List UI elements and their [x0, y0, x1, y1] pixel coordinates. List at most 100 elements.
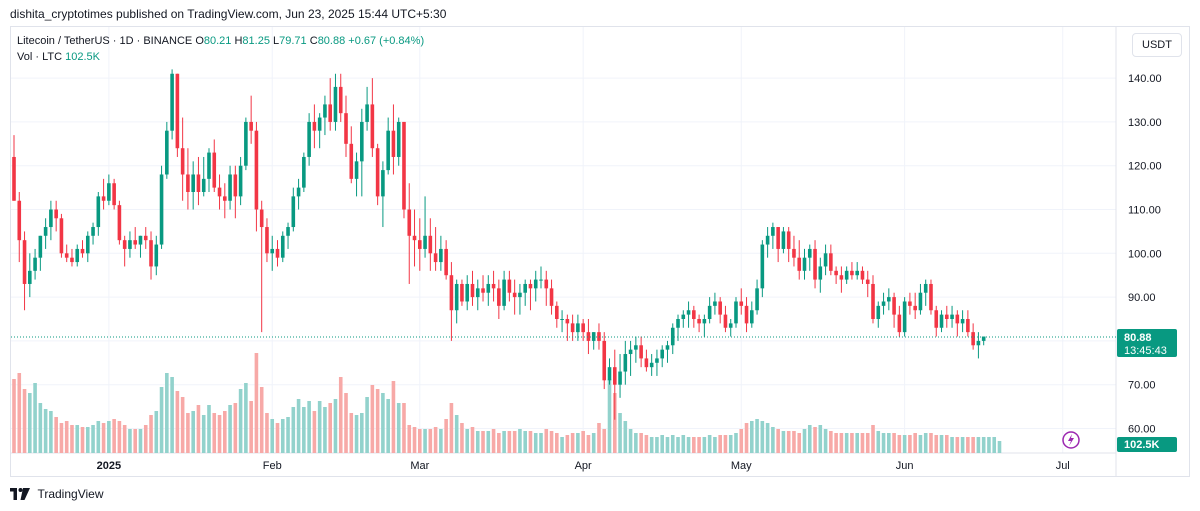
chart-panel[interactable]: 60.0070.0080.0090.00100.00110.00120.0013… — [10, 26, 1190, 477]
volume-bar — [133, 429, 138, 453]
volume-bar — [728, 435, 733, 453]
volume-bar — [623, 421, 628, 453]
volume-bar — [829, 431, 833, 453]
volume-bar — [270, 419, 275, 453]
legend-symbol[interactable]: Litecoin / TetherUS · 1D · BINANCE — [17, 35, 193, 47]
volume-bar — [871, 425, 875, 453]
volume-bar — [644, 435, 649, 453]
legend-open-label: O — [195, 35, 204, 47]
candle-body — [739, 301, 744, 306]
candle-body — [634, 345, 638, 350]
candle-body — [607, 367, 612, 381]
y-tick-label: 130.00 — [1128, 117, 1162, 129]
candle-body — [934, 310, 939, 328]
volume-bar — [402, 403, 406, 453]
candle-body — [12, 156, 16, 201]
volume-bar — [449, 403, 454, 453]
volume-bar — [739, 429, 744, 453]
candle-body — [902, 301, 907, 333]
candle-body — [333, 86, 338, 122]
volume-bar — [612, 393, 617, 453]
candle-body — [96, 196, 101, 228]
candle-body — [560, 319, 564, 320]
volume-badge — [1117, 437, 1177, 452]
volume-bar — [417, 429, 422, 453]
candle-body — [797, 257, 802, 271]
candle-body — [433, 253, 438, 263]
volume-bar — [676, 437, 680, 453]
volume-bar — [96, 421, 101, 453]
candle-body — [149, 240, 153, 267]
candle-body — [486, 283, 491, 293]
candle-body — [908, 301, 912, 306]
volume-bar — [180, 397, 185, 453]
candle-body — [54, 209, 58, 219]
volume-bar — [12, 379, 16, 453]
volume-bar — [275, 423, 280, 453]
volume-bar — [291, 407, 296, 453]
candle-body — [491, 283, 496, 289]
volume-bar — [85, 427, 90, 453]
candle-body — [786, 231, 791, 249]
candle-body — [771, 227, 775, 236]
candle-body — [976, 340, 981, 346]
tradingview-brand[interactable]: TradingView — [37, 486, 104, 501]
volume-bar — [212, 413, 217, 453]
candle-body — [275, 248, 280, 258]
volume-bar — [855, 433, 859, 453]
volume-bar — [502, 431, 506, 453]
volume-bar — [776, 429, 780, 453]
candle-body — [586, 332, 591, 341]
candle-body — [966, 319, 970, 333]
volume-bar — [497, 433, 501, 453]
volume-bar — [59, 423, 64, 453]
volume-bar — [328, 403, 332, 453]
candle-body — [70, 257, 74, 263]
volume-bar — [834, 433, 838, 453]
candle-body — [523, 283, 527, 293]
volume-bar — [122, 425, 127, 453]
volume-bar — [976, 437, 981, 453]
candle-body — [512, 292, 517, 298]
candle-body — [107, 183, 111, 201]
candle-body — [117, 205, 122, 241]
candle-body — [860, 270, 865, 280]
candle-body — [776, 227, 780, 249]
candle-body — [154, 244, 159, 267]
legend-volume-label[interactable]: Vol · LTC — [17, 51, 63, 63]
tradingview-logo-icon[interactable] — [10, 487, 30, 500]
volume-bar — [734, 433, 738, 453]
volume-bar — [702, 437, 707, 453]
y-tick-label: 60.00 — [1128, 423, 1156, 435]
volume-bar — [333, 399, 338, 453]
candle-body — [549, 288, 554, 306]
candlestick-chart[interactable]: 60.0070.0080.0090.00100.00110.00120.0013… — [11, 27, 1190, 477]
legend-high: 81.25 — [242, 35, 270, 47]
candle-body — [707, 305, 712, 319]
volume-bar — [792, 431, 796, 453]
candle-body — [465, 283, 470, 302]
candle-body — [929, 283, 933, 311]
candle-body — [555, 305, 559, 319]
volume-bar — [555, 433, 559, 453]
volume-bar — [159, 387, 164, 453]
candle-body — [165, 130, 169, 175]
candle-body — [238, 165, 243, 197]
volume-bar — [428, 429, 433, 453]
volume-bar — [818, 425, 823, 453]
candle-body — [91, 227, 95, 236]
candle-body — [818, 266, 823, 280]
legend-close: 80.88 — [317, 35, 346, 47]
candle-body — [386, 130, 390, 171]
candle-body — [64, 253, 69, 258]
candle-body — [349, 143, 354, 179]
volume-bar — [713, 437, 717, 453]
currency-button[interactable]: USDT — [1132, 33, 1182, 57]
volume-bar — [412, 427, 417, 453]
volume-bar — [381, 393, 385, 453]
y-tick-label: 120.00 — [1128, 161, 1162, 173]
volume-bar — [312, 411, 317, 453]
candle-body — [138, 235, 143, 245]
candle-body — [939, 314, 944, 328]
candle-body — [728, 323, 733, 328]
